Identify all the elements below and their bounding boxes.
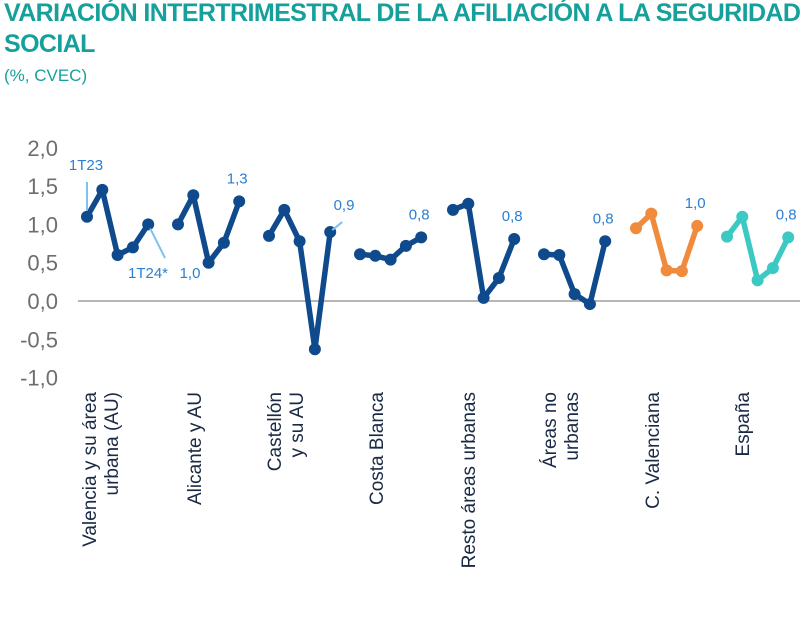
data-point xyxy=(508,232,521,245)
data-point xyxy=(583,298,596,311)
data-point xyxy=(187,189,200,202)
data-point xyxy=(660,264,673,277)
data-point xyxy=(599,235,612,248)
data-label: 0,8 xyxy=(776,206,797,223)
data-point xyxy=(736,210,749,223)
data-label: 0,9 xyxy=(334,197,355,214)
x-category-label-line: Áreas no xyxy=(540,392,561,468)
annotation-leader-line xyxy=(149,227,166,259)
series-0: 1,0 xyxy=(81,183,201,282)
label-leader-line xyxy=(331,221,343,231)
data-point xyxy=(369,249,382,262)
data-point xyxy=(568,288,581,301)
data-point xyxy=(415,231,428,244)
data-point xyxy=(630,222,642,235)
y-tick-label: 0,5 xyxy=(27,251,58,276)
y-tick-label: 0,0 xyxy=(27,289,58,314)
x-category-label-line: Costa Blanca xyxy=(367,392,388,505)
data-label: 0,8 xyxy=(593,210,614,227)
annotation-label: 1T24* xyxy=(128,265,168,282)
data-label: 0,8 xyxy=(409,206,430,223)
series-line xyxy=(175,192,242,266)
x-category-label: España xyxy=(733,392,754,457)
data-point xyxy=(81,210,93,223)
series-3: 0,8 xyxy=(354,206,430,266)
chart-title: VARIACIÓN INTERTRIMESTRAL DE LA AFILIACI… xyxy=(4,0,801,58)
data-point xyxy=(766,262,779,275)
data-point xyxy=(96,183,109,196)
data-point xyxy=(492,272,505,285)
data-label: 1,0 xyxy=(180,265,201,282)
x-category-label-line: Resto áreas urbanas xyxy=(459,392,480,568)
data-point xyxy=(293,235,306,248)
data-point xyxy=(202,256,215,269)
x-category-label: Costa Blanca xyxy=(367,392,388,505)
x-category-label-line: y su AU xyxy=(287,392,308,457)
data-point xyxy=(263,229,275,242)
data-point xyxy=(721,230,733,243)
x-category-label: Castellón y su AU xyxy=(265,392,308,471)
data-point xyxy=(384,253,397,266)
data-label: 1,0 xyxy=(685,195,706,212)
data-point xyxy=(278,203,291,216)
x-category-label-line: urbanas xyxy=(562,392,583,461)
x-category-label-line: C. Valenciana xyxy=(643,392,664,509)
data-point xyxy=(111,249,124,262)
data-point xyxy=(142,218,155,231)
series-line xyxy=(633,210,700,274)
data-point xyxy=(399,239,412,252)
data-label: 0,8 xyxy=(502,208,523,225)
x-axis-category-labels: Valencia y su área urbana (AU) Alicante y … xyxy=(80,392,754,569)
data-point xyxy=(308,343,321,356)
x-category-label: Alicante y AU xyxy=(185,392,206,505)
series-line xyxy=(724,213,791,284)
data-point xyxy=(691,219,704,232)
y-tick-label: 2,0 xyxy=(27,136,58,161)
series-6: 1,0 xyxy=(630,195,706,278)
data-point xyxy=(751,274,764,287)
data-point xyxy=(553,249,566,262)
data-point xyxy=(172,218,184,231)
series-5: 0,8 xyxy=(538,210,614,311)
x-category-label: C. Valenciana xyxy=(643,392,664,509)
data-point xyxy=(477,291,490,304)
x-category-label-line: Alicante y AU xyxy=(185,392,206,505)
series-4: 0,8 xyxy=(447,197,523,304)
y-tick-label: -1,0 xyxy=(20,366,58,391)
x-category-label-line: Castellón xyxy=(265,392,286,471)
data-point xyxy=(126,241,139,254)
x-category-label-line: España xyxy=(733,392,754,457)
annotation-layer: 1T23 1T24* xyxy=(69,157,168,282)
x-category-label-line: Valencia y su área xyxy=(80,392,101,547)
y-tick-label: -0,5 xyxy=(20,327,58,352)
x-category-label: Resto áreas urbanas xyxy=(459,392,480,568)
x-category-label: Áreas no urbanas xyxy=(540,392,583,468)
series-line xyxy=(84,187,151,258)
data-point xyxy=(538,248,550,261)
series-7: 0,8 xyxy=(721,206,797,287)
data-point xyxy=(782,231,795,244)
y-tick-label: 1,5 xyxy=(27,174,58,199)
y-axis: 2,0 1,5 1,0 0,5 0,0 -0,5 -1,0 xyxy=(20,136,58,391)
data-point xyxy=(675,265,688,278)
data-point xyxy=(233,195,246,208)
data-point xyxy=(217,236,230,249)
data-point xyxy=(645,207,658,220)
series-2: 0,9 xyxy=(263,197,355,356)
series-layer: 1,0 1,3 0,9 0,8 0,8 0,8 1,0 0,8 xyxy=(81,170,797,356)
annotation-label: 1T23 xyxy=(69,157,103,174)
x-category-label-line: urbana (AU) xyxy=(102,392,123,496)
series-line xyxy=(266,207,333,353)
chart-subtitle: (%, CVEC) xyxy=(4,66,88,85)
data-label: 1,3 xyxy=(227,170,248,187)
series-1: 1,3 xyxy=(172,170,248,269)
data-point xyxy=(354,248,366,261)
x-category-label: Valencia y su área urbana (AU) xyxy=(80,392,123,547)
y-tick-label: 1,0 xyxy=(27,212,58,237)
data-point xyxy=(447,203,459,216)
data-point xyxy=(462,197,475,210)
